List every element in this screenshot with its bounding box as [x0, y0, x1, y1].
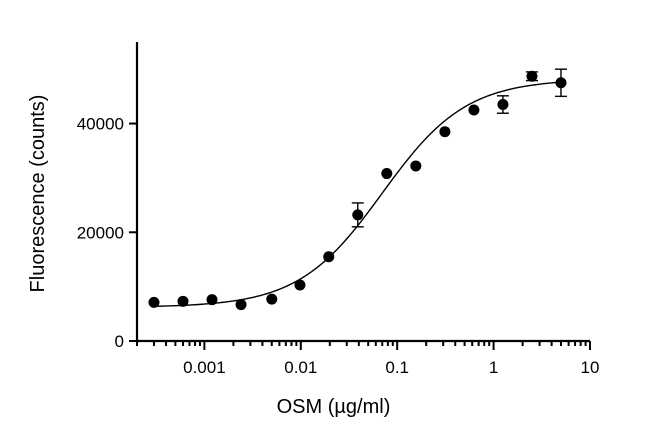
data-point-1 [177, 295, 189, 307]
data-point-14 [555, 77, 567, 89]
x-tick-label-4: 10 [581, 358, 600, 377]
x-axis-ticks: 0.001 0.01 0.1 1 10 [136, 341, 600, 377]
data-point-6 [323, 251, 335, 263]
y-tick-label-2: 40000 [77, 115, 124, 134]
data-point-9 [410, 160, 422, 172]
data-point-11 [468, 104, 480, 116]
x-tick-label-0: 0.001 [183, 358, 226, 377]
data-point-10 [439, 126, 451, 138]
x-tick-label-1: 0.01 [284, 358, 317, 377]
x-axis-title: OSM (µg/ml) [277, 396, 391, 418]
data-point-7 [352, 209, 364, 221]
error-bars [351, 68, 567, 228]
data-point-8 [381, 168, 393, 180]
data-point-12 [497, 99, 509, 111]
data-point-13 [526, 70, 538, 82]
data-point-2 [206, 294, 218, 306]
y-axis-title: Fluorescence (counts) [27, 95, 49, 293]
data-point-3 [235, 299, 247, 311]
data-point-0 [148, 296, 160, 308]
axes [135, 42, 590, 343]
data-point-4 [266, 293, 278, 305]
x-tick-label-2: 0.1 [385, 358, 409, 377]
x-tick-label-3: 1 [489, 358, 498, 377]
y-axis-ticks: 0 20000 40000 [77, 115, 137, 351]
fit-curve [153, 81, 562, 308]
y-tick-label-0: 0 [115, 332, 124, 351]
data-point-5 [294, 279, 306, 291]
data-points [148, 70, 567, 311]
y-tick-label-1: 20000 [77, 223, 124, 242]
